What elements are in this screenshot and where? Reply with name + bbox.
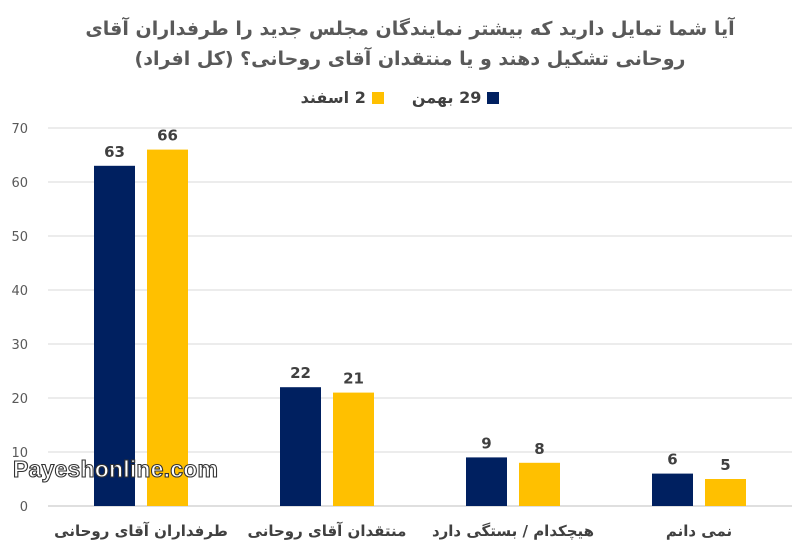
x-tick-label-3: هیچکدام / بستگی دارد	[432, 522, 594, 541]
y-tick-label-60: 60	[11, 176, 28, 191]
bar-2-2	[333, 392, 374, 506]
data-label-2-2: 21	[343, 370, 364, 388]
chart-legend: 29 بهمن 2 اسفند	[0, 88, 800, 107]
x-tick-label-2: منتقدان آقای روحانی	[248, 522, 407, 540]
legend-label-series-1: 29 بهمن	[411, 88, 482, 107]
bar-2-1	[147, 149, 188, 506]
data-label-1-2: 22	[290, 364, 311, 382]
y-tick-label-20: 20	[11, 392, 28, 407]
data-label-2-1: 66	[157, 127, 178, 145]
data-label-1-1: 63	[104, 143, 125, 161]
bar-1-1	[94, 165, 135, 507]
y-tick-label-10: 10	[11, 446, 28, 461]
data-label-2-3: 8	[534, 440, 544, 458]
watermark-text: Payeshonline.com	[12, 455, 219, 482]
data-label-2-4: 5	[720, 456, 730, 474]
bar-1-2	[280, 387, 321, 506]
chart-title-line-1: آیا شما تمایل دارید که بیشتر نمایندگان م…	[85, 18, 735, 40]
y-tick-label-50: 50	[11, 230, 28, 245]
bar-1-4	[652, 473, 693, 506]
y-tick-label-70: 70	[11, 122, 28, 137]
data-label-1-4: 6	[667, 451, 677, 469]
bar-2-4	[705, 479, 746, 506]
bar-2-3	[519, 462, 560, 506]
legend-swatch-series-1	[487, 91, 500, 104]
legend-item-series-1: 29 بهمن	[412, 88, 500, 107]
legend-swatch-series-2	[371, 91, 384, 104]
x-tick-label-1: طرفداران آقای روحانی	[54, 522, 228, 540]
x-tick-label-4: نمی دانم	[666, 522, 732, 540]
y-tick-label-40: 40	[11, 284, 28, 299]
legend-label-series-2: 2 اسفند	[300, 88, 366, 107]
bar-1-3	[466, 457, 507, 506]
y-tick-label-30: 30	[11, 338, 28, 353]
y-tick-label-0: 0	[20, 500, 28, 515]
chart-title-line-2: روحانی تشکیل دهند و یا منتقدان آقای روحا…	[134, 48, 686, 70]
data-label-1-3: 9	[481, 434, 491, 452]
legend-item-series-2: 2 اسفند	[301, 88, 384, 107]
